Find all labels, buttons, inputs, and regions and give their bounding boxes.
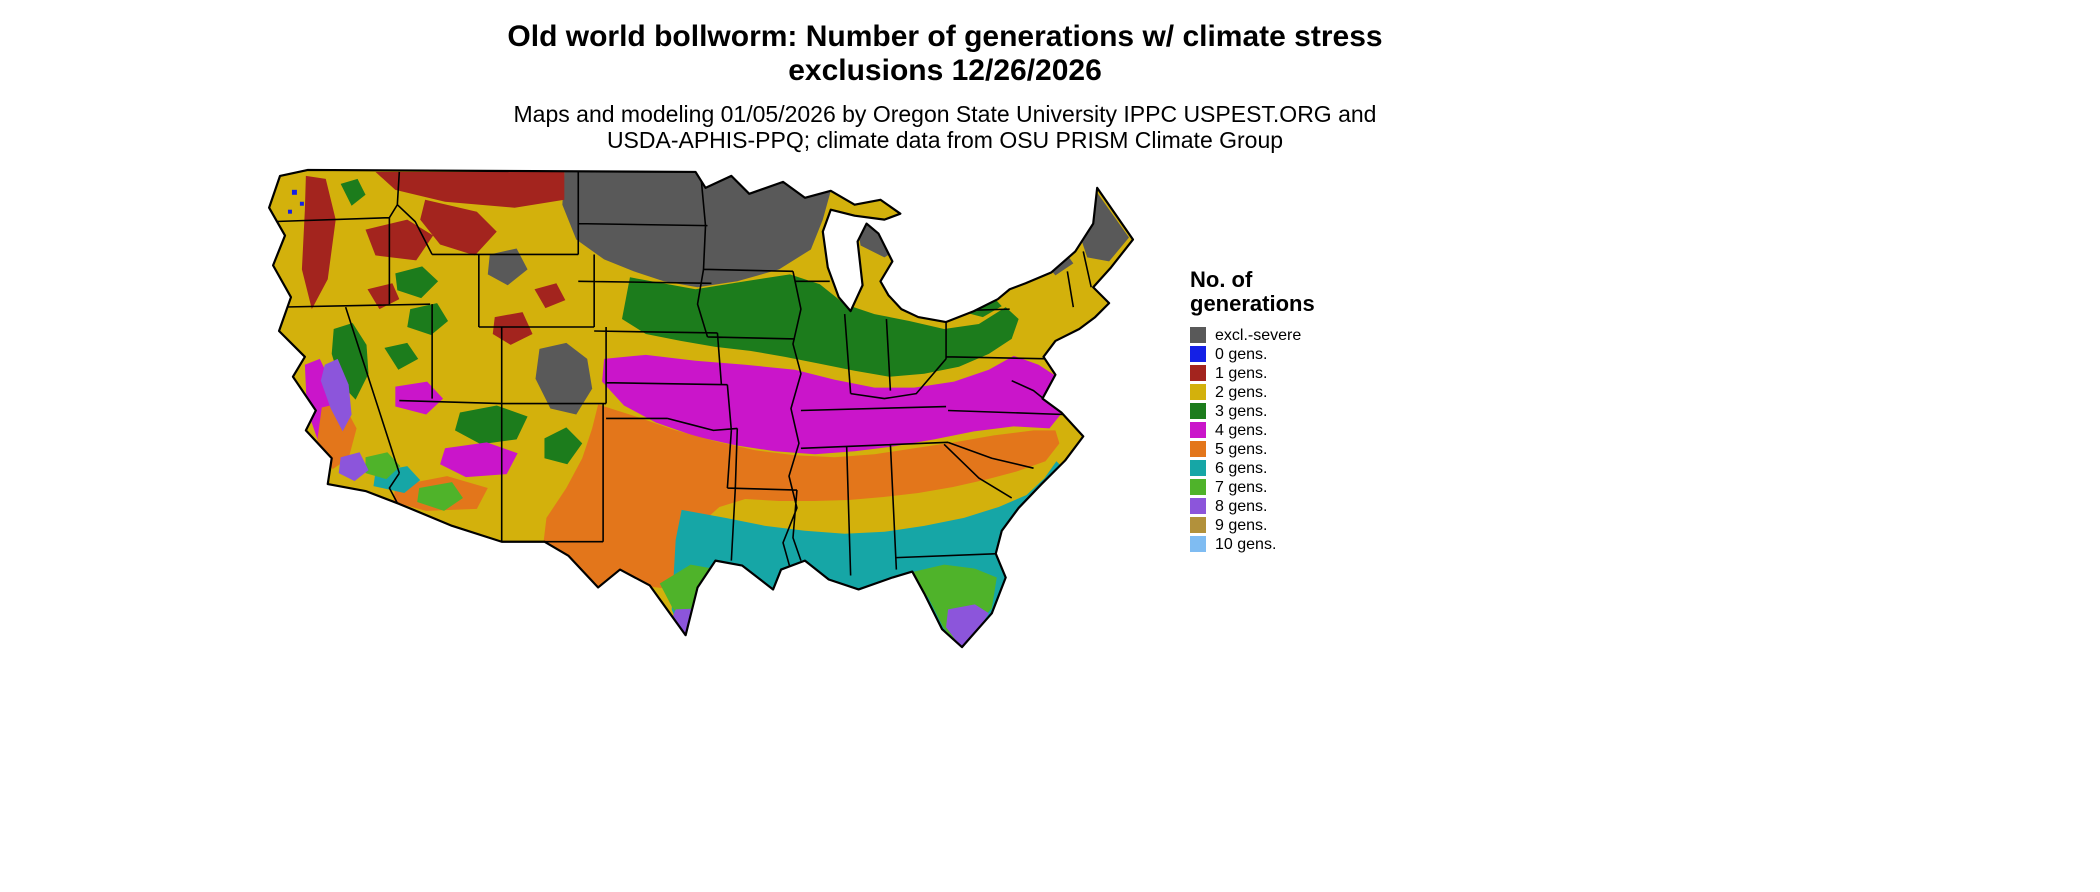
title-line-1: Old world bollworm: Number of generation… — [507, 20, 1383, 53]
legend-swatch — [1190, 346, 1206, 362]
region-1-gens — [301, 171, 566, 345]
us-outline — [267, 168, 1135, 649]
legend-label: 8 gens. — [1215, 497, 1268, 515]
legend-item: 2 gens. — [1190, 383, 1400, 402]
legend-label: 1 gens. — [1215, 364, 1268, 382]
legend-label: 7 gens. — [1215, 478, 1268, 496]
legend-label: 3 gens. — [1215, 402, 1268, 420]
legend-label: 2 gens. — [1215, 383, 1268, 401]
legend-label: excl.-severe — [1215, 326, 1302, 344]
legend: No. of generations excl.-severe 0 gens. 1 … — [1190, 268, 1400, 554]
legend-label: 4 gens. — [1215, 421, 1268, 439]
map-regions — [269, 169, 1133, 648]
legend-item: 5 gens. — [1190, 440, 1400, 459]
legend-item: 7 gens. — [1190, 478, 1400, 497]
header: Old world bollworm: Number of generation… — [0, 20, 1890, 153]
region-0-gens — [287, 189, 304, 214]
legend-item: 8 gens. — [1190, 497, 1400, 516]
legend-label: 0 gens. — [1215, 345, 1268, 363]
legend-swatch — [1190, 536, 1206, 552]
legend-swatch — [1190, 365, 1206, 381]
title-line-2: exclusions 12/26/2026 — [788, 53, 1102, 87]
legend-label: 10 gens. — [1215, 535, 1277, 553]
legend-item: 3 gens. — [1190, 402, 1400, 421]
legend-label: 6 gens. — [1215, 459, 1268, 477]
legend-label: 9 gens. — [1215, 516, 1268, 534]
legend-title-line-1: No. of — [1190, 267, 1253, 292]
legend-swatch — [1190, 517, 1206, 533]
legend-items: excl.-severe 0 gens. 1 gens. 2 gens. 3 gens.… — [1190, 326, 1400, 554]
legend-label: 5 gens. — [1215, 440, 1268, 458]
legend-swatch — [1190, 498, 1206, 514]
subtitle-line-1: Maps and modeling 01/05/2026 by Oregon S… — [513, 101, 1377, 128]
legend-item: 6 gens. — [1190, 459, 1400, 478]
legend-item: 10 gens. — [1190, 535, 1400, 554]
legend-title-line-2: generations — [1190, 290, 1315, 316]
legend-item: excl.-severe — [1190, 326, 1400, 345]
legend-swatch — [1190, 479, 1206, 495]
us-generations-map — [248, 160, 1163, 665]
legend-swatch — [1190, 384, 1206, 400]
legend-swatch — [1190, 403, 1206, 419]
legend-swatch — [1190, 327, 1206, 343]
subtitle-line-2: USDA-APHIS-PPQ; climate data from OSU PR… — [606, 127, 1284, 154]
map-canvas — [267, 168, 1135, 649]
legend-item: 4 gens. — [1190, 421, 1400, 440]
legend-item: 1 gens. — [1190, 364, 1400, 383]
legend-item: 0 gens. — [1190, 345, 1400, 364]
legend-title: No. of generations — [1190, 268, 1400, 316]
legend-swatch — [1190, 460, 1206, 476]
legend-swatch — [1190, 422, 1206, 438]
page-subtitle: Maps and modeling 01/05/2026 by Oregon S… — [0, 101, 1890, 153]
legend-item: 9 gens. — [1190, 516, 1400, 535]
legend-swatch — [1190, 441, 1206, 457]
page-title: Old world bollworm: Number of generation… — [0, 20, 1890, 87]
